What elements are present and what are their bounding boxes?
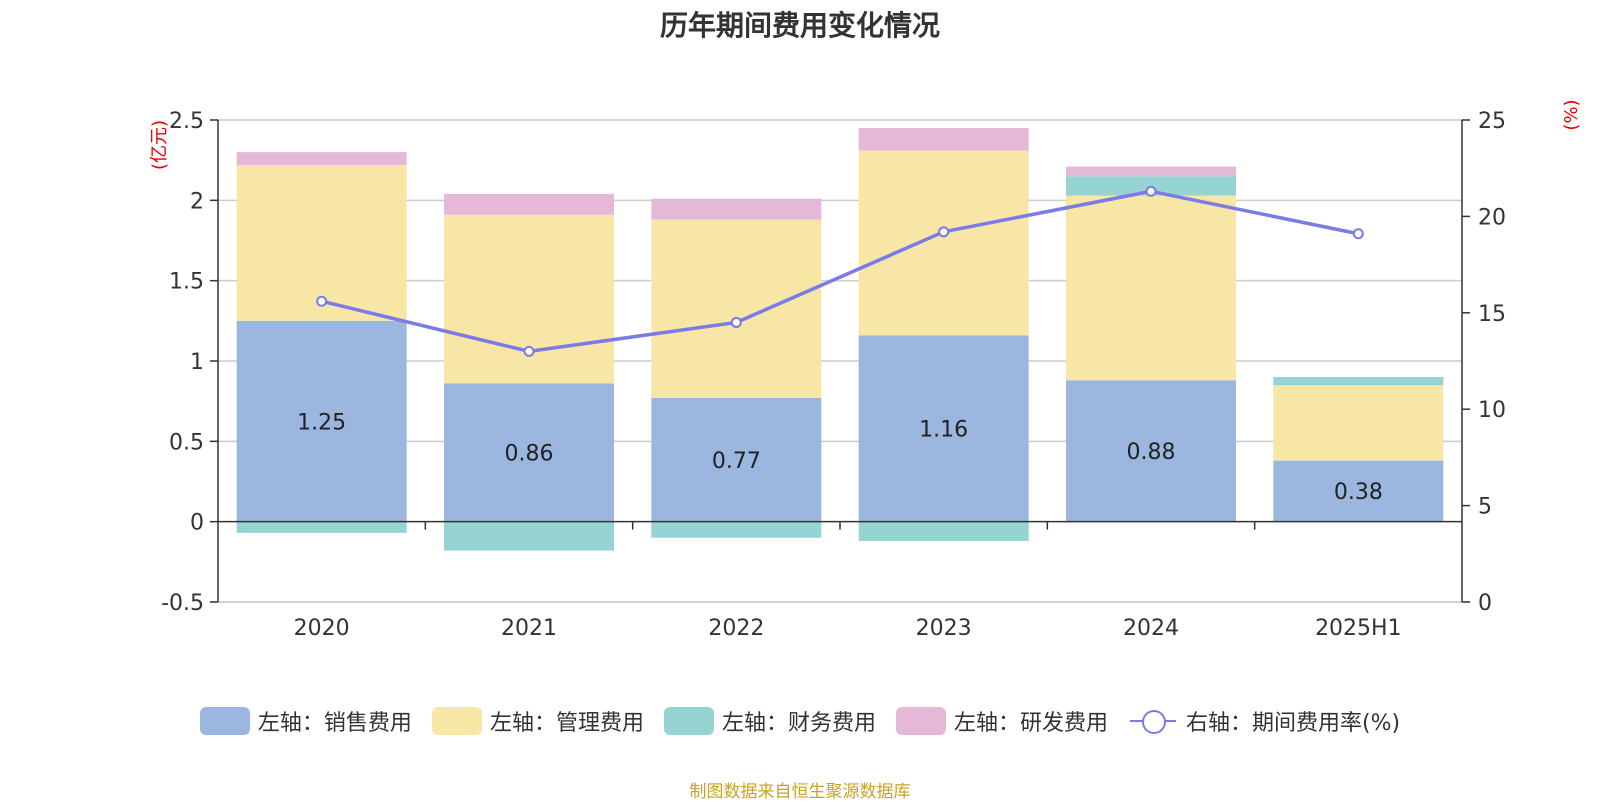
bar-admin <box>1273 385 1444 461</box>
legend-label-admin: 左轴：管理费用 <box>489 711 644 736</box>
y-right-tick-label: 10 <box>1478 398 1506 423</box>
bar-admin <box>236 164 407 321</box>
bar-sales <box>858 335 1029 522</box>
point-rate <box>316 295 328 307</box>
data-label-sales: 0.77 <box>712 449 761 474</box>
data-label-sales: 0.38 <box>1334 480 1383 505</box>
data-label-sales: 1.16 <box>919 417 968 442</box>
bar-rd <box>1066 166 1236 177</box>
y-left-tick-label: -0.5 <box>161 591 204 616</box>
bar-rd <box>858 128 1029 151</box>
data-label-sales: 0.88 <box>1127 440 1176 465</box>
point-rate <box>1352 228 1364 240</box>
bar-sales <box>236 320 407 522</box>
bar-rd <box>651 198 822 220</box>
bar-rd <box>236 152 407 165</box>
legend-item-finance[interactable]: 左轴：财务费用 <box>663 705 876 737</box>
data-label-sales: 1.25 <box>297 410 346 435</box>
legend-item-rate[interactable]: 右轴：期间费用率(%) <box>1128 705 1400 737</box>
legend-swatch-admin <box>431 707 482 735</box>
chart-title: 历年期间费用变化情况 <box>659 9 940 42</box>
legend-swatch-finance <box>663 707 714 735</box>
legend: 左轴：销售费用 左轴：管理费用 左轴：财务费用 左轴：研发费用 右轴：期间费用率… <box>0 704 1600 738</box>
legend-label-finance: 左轴：财务费用 <box>721 711 876 736</box>
chart-canvas: -0.5 0 0.5 1 1.5 2 2.5(亿元) 0 5 10 15 20 25 (%) 2020 202… <box>149 99 1582 641</box>
bar-admin <box>1066 195 1236 381</box>
y-right-tick-label: 5 <box>1478 495 1492 520</box>
y-left-axis-label: (亿元) <box>149 120 170 170</box>
legend-label-rd: 左轴：研发费用 <box>953 711 1108 736</box>
x-tick-label: 2021 <box>501 616 557 641</box>
legend-swatch-sales <box>199 707 250 735</box>
source-note: 制图数据来自恒生聚源数据库 <box>689 782 911 802</box>
bar-rd <box>444 193 614 215</box>
legend-item-sales[interactable]: 左轴：销售费用 <box>199 705 412 737</box>
bar-sales <box>1273 460 1444 522</box>
y-left-tick-label: 0.5 <box>169 430 204 455</box>
bar-sales <box>444 383 614 522</box>
bar-finance <box>236 521 407 533</box>
legend-swatch-rd <box>895 707 946 735</box>
y-left-tick-label: 1.5 <box>169 270 204 295</box>
legend-item-rd[interactable]: 左轴：研发费用 <box>895 705 1108 737</box>
point-rate <box>523 345 535 357</box>
y-right-tick-label: 20 <box>1478 205 1506 230</box>
bar-admin <box>858 150 1029 336</box>
bar-sales <box>1066 380 1236 522</box>
y-right-tick-label: 0 <box>1478 591 1492 616</box>
y-left-tick-label: 1 <box>190 350 204 375</box>
bar-sales <box>651 397 822 522</box>
x-tick-label: 2022 <box>708 616 764 641</box>
legend-item-admin[interactable]: 左轴：管理费用 <box>431 705 644 737</box>
point-rate <box>938 226 950 238</box>
legend-line-marker-icon <box>1128 707 1178 735</box>
bar-finance <box>858 521 1029 541</box>
bar-admin <box>651 219 822 398</box>
bar-finance <box>651 521 822 538</box>
data-label-sales: 0.86 <box>505 442 554 467</box>
line-rate <box>321 189 1359 354</box>
point-rate <box>730 316 742 328</box>
legend-label-rate: 右轴：期间费用率(%) <box>1185 711 1401 736</box>
y-left-tick-label: 2 <box>190 189 204 214</box>
bar-finance <box>444 521 614 551</box>
legend-label-sales: 左轴：销售费用 <box>257 711 412 736</box>
x-tick-label: 2020 <box>294 616 350 641</box>
y-left-tick-label: 2.5 <box>169 109 204 134</box>
bar-admin <box>444 214 614 384</box>
bar-finance <box>1273 377 1444 386</box>
x-tick-label: 2025H1 <box>1315 616 1402 641</box>
x-tick-label: 2024 <box>1123 616 1179 641</box>
y-left-tick-label: 0 <box>190 511 204 536</box>
point-rate <box>1145 185 1157 197</box>
y-right-tick-label: 25 <box>1478 109 1506 134</box>
x-tick-label: 2023 <box>916 616 972 641</box>
y-right-tick-label: 15 <box>1478 302 1506 327</box>
y-right-axis-label: (%) <box>1561 99 1582 130</box>
